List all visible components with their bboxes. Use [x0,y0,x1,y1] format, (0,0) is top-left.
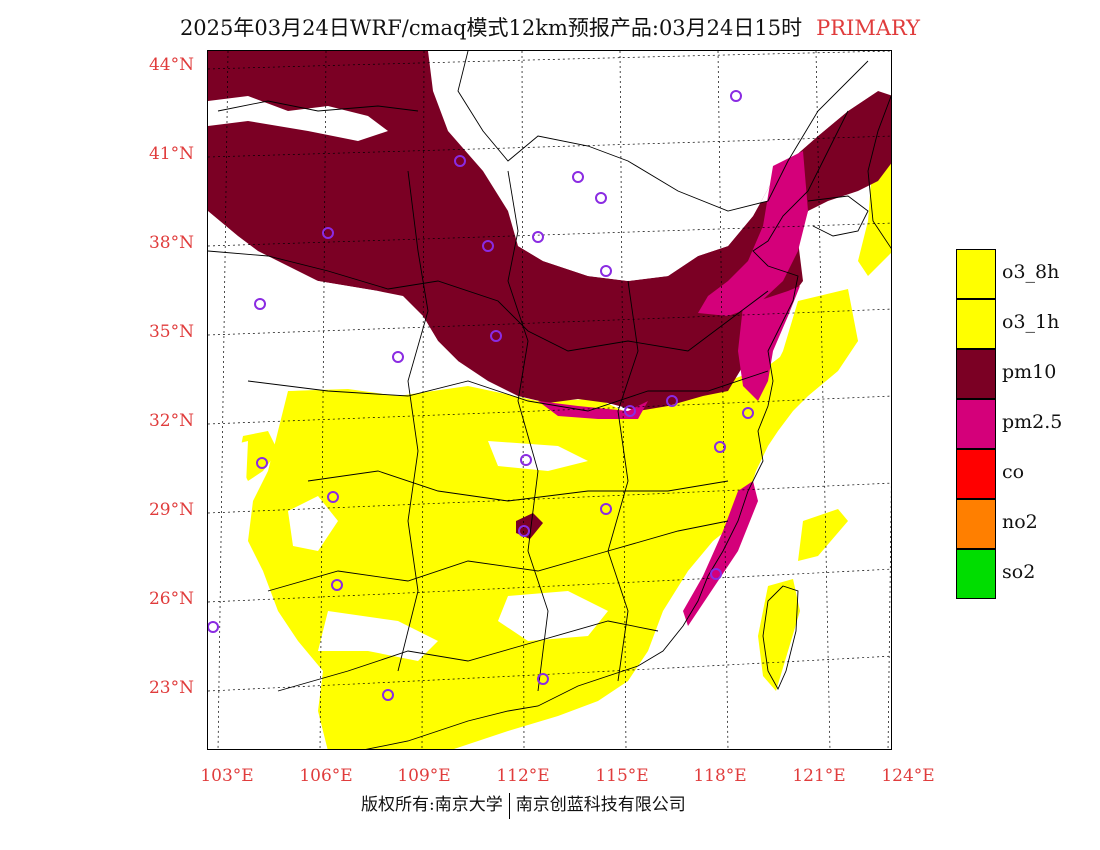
lon-label-124: 124°E [881,766,935,786]
city-marker-guiyang [331,579,343,591]
lon-label-118: 118°E [693,766,747,786]
legend-swatch [956,399,996,449]
lon-label-106: 106°E [299,766,353,786]
footer-separator [508,792,510,819]
lat-label-23: 23°N [148,678,194,698]
graticule [208,51,891,749]
legend-swatch [956,549,996,599]
lat-label-41: 41°N [148,144,194,164]
lon-label-112: 112°E [496,766,550,786]
city-marker-taiyuan [482,240,494,252]
copyright-footer: 版权所有:南京大学 南京创蓝科技有限公司 [361,790,686,819]
clear-north-strip [433,51,553,161]
city-marker-jinan [600,265,612,277]
city-marker-changsha [518,525,530,537]
clear-patch-b [318,611,438,661]
footer-right: 南京创蓝科技有限公司 [515,795,686,815]
city-marker-chengdu [256,457,268,469]
legend-label: no2 [1002,511,1038,533]
city-marker-zhengzhou [490,330,502,342]
pm25-region-bohai [698,151,808,316]
legend-label: pm2.5 [1002,411,1063,433]
city-marker-shijiazhuang [532,231,544,243]
legend-label: co [1002,461,1025,483]
city-markers [208,90,754,701]
city-marker-yinchuan [322,227,334,239]
legend-swatch [956,249,996,299]
map-area[interactable] [207,50,892,750]
legend-swatch [956,499,996,549]
map-title: 2025年03月24日WRF/cmaq模式12km预报产品:03月24日15时 P… [0,12,1100,42]
city-marker-nanning [382,689,394,701]
clear-north-beijing [508,51,891,281]
city-marker-hohhot [454,155,466,167]
o3-region-sea-patch [798,509,848,561]
legend-swatch [956,449,996,499]
lat-label-35: 35°N [148,322,194,342]
o3-region-west-patch [238,431,278,481]
lon-label-109: 109°E [397,766,451,786]
clear-patch-d [208,441,268,651]
legend-label: so2 [1002,561,1036,583]
city-marker-guangzhou [537,673,549,685]
city-marker-shanghai [742,407,754,419]
city-marker-beijing [572,171,584,183]
lat-label-32: 32°N [148,411,194,431]
footer-left: 版权所有:南京大学 [361,795,503,815]
pm25-region-henan-fringe [538,401,648,419]
city-marker-kunming [208,621,219,633]
boundaries [208,51,891,749]
legend-swatch [956,349,996,399]
city-marker-hefei [624,405,636,417]
lon-label-103: 103°E [200,766,254,786]
legend-label: o3_8h [1002,261,1060,283]
city-marker-nanjing [666,395,678,407]
city-marker-hangzhou [714,441,726,453]
clear-patch-e [488,441,588,471]
lat-label-38: 38°N [148,233,194,253]
title-main: 2025年03月24日WRF/cmaq模式12km预报产品:03月24日15时 [179,16,803,40]
lon-label-121: 121°E [792,766,846,786]
title-tag: PRIMARY [816,16,921,40]
city-marker-tianjin [595,192,607,204]
lat-label-44: 44°N [148,55,194,75]
lon-label-115: 115°E [595,766,649,786]
pm10-region-wuhan-blob [516,513,543,539]
o3-region-northeast [858,151,891,276]
city-marker-chongqing [327,491,339,503]
o3-region-taiwan [758,579,800,691]
city-marker-wuhan [520,454,532,466]
city-marker-harbin [730,90,742,102]
legend-label: pm10 [1002,361,1057,383]
legend-swatch [956,299,996,349]
map-canvas [208,51,891,749]
clear-northwest-top [208,96,388,141]
city-marker-lanzhou [254,298,266,310]
lat-label-26: 26°N [148,589,194,609]
o3-region-shanghai-strip [768,289,858,396]
pm10-region-north [208,51,891,411]
clear-patch-a [288,496,338,551]
clear-west-basin [208,246,458,391]
city-marker-fuzhou [710,568,722,580]
city-marker-xian [392,351,404,363]
city-marker-nanchang [600,503,612,515]
lat-label-29: 29°N [148,500,194,520]
legend-label: o3_1h [1002,311,1060,333]
